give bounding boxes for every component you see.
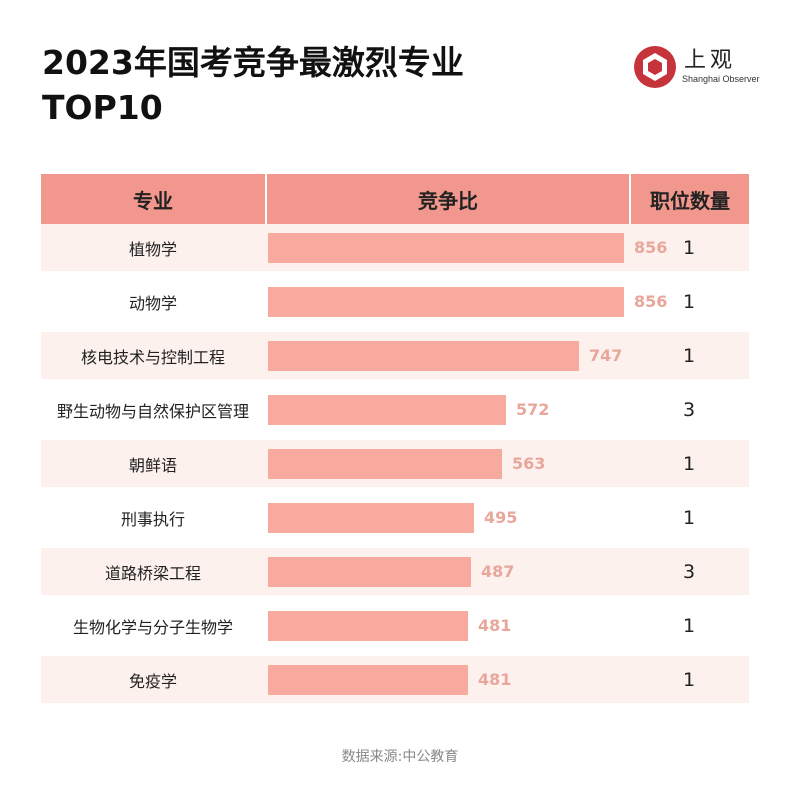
row-position-count: 1 <box>682 668 696 691</box>
table-row: 动物学 856 1 <box>41 278 749 325</box>
table-header: 专业 竞争比 职位数量 <box>41 174 749 224</box>
bar-value-label: 481 <box>478 616 512 635</box>
row-major-label: 植物学 <box>128 239 177 259</box>
bar <box>268 341 579 371</box>
logo-mark-icon <box>634 46 676 88</box>
row-position-count: 1 <box>682 614 696 637</box>
bar <box>268 395 506 425</box>
bar <box>268 557 471 587</box>
row-position-count: 1 <box>682 506 696 529</box>
logo-text-en: Shanghai Observer <box>682 74 760 84</box>
header-position-count: 职位数量 <box>631 174 749 224</box>
ranking-table: 专业 竞争比 职位数量 植物学 856 1 动物学 856 1 核电技术与控制工程 747 1 野… <box>41 174 749 754</box>
title-line-2: TOP10 <box>42 88 163 127</box>
table-row: 生物化学与分子生物学 481 1 <box>41 602 749 649</box>
row-major-label: 核电技术与控制工程 <box>80 347 225 367</box>
title-line-1: 2023年国考竞争最激烈专业 <box>42 43 464 82</box>
table-row: 道路桥梁工程 487 3 <box>41 548 749 595</box>
row-position-count: 3 <box>682 398 696 421</box>
bar <box>268 449 502 479</box>
bar-value-label: 856 <box>634 238 668 257</box>
bar-value-label: 563 <box>512 454 546 473</box>
row-major-label: 免疫学 <box>128 671 177 691</box>
chart-title: 2023年国考竞争最激烈专业 TOP10 <box>42 40 464 130</box>
bar-value-label: 856 <box>634 292 668 311</box>
bar-value-label: 495 <box>484 508 518 527</box>
row-position-count: 1 <box>682 236 696 259</box>
row-major-label: 道路桥梁工程 <box>104 563 201 583</box>
bar <box>268 503 474 533</box>
bar <box>268 233 624 263</box>
bar-value-label: 487 <box>481 562 515 581</box>
row-major-label: 动物学 <box>128 293 177 313</box>
table-body: 植物学 856 1 动物学 856 1 核电技术与控制工程 747 1 野生动物与自然保护区管理 5… <box>41 224 749 754</box>
row-position-count: 3 <box>682 560 696 583</box>
row-position-count: 1 <box>682 344 696 367</box>
row-major-label: 朝鲜语 <box>128 455 177 475</box>
bar-value-label: 481 <box>478 670 512 689</box>
table-row: 植物学 856 1 <box>41 224 749 271</box>
bar-value-label: 747 <box>589 346 623 365</box>
bar <box>268 287 624 317</box>
data-source: 数据来源:中公教育 <box>341 749 459 765</box>
row-major-label: 刑事执行 <box>120 509 185 529</box>
table-row: 野生动物与自然保护区管理 572 3 <box>41 386 749 433</box>
row-major-label: 生物化学与分子生物学 <box>72 617 233 637</box>
row-position-count: 1 <box>682 290 696 313</box>
row-position-count: 1 <box>682 452 696 475</box>
shanghai-observer-logo: 上观 Shanghai Observer <box>632 44 762 90</box>
header-competition-ratio: 竞争比 <box>267 174 631 224</box>
logo-text-cn: 上观 <box>684 48 737 73</box>
header-major: 专业 <box>41 174 267 224</box>
table-row: 朝鲜语 563 1 <box>41 440 749 487</box>
row-major-label: 野生动物与自然保护区管理 <box>56 401 249 421</box>
table-row: 刑事执行 495 1 <box>41 494 749 541</box>
bar-value-label: 572 <box>516 400 550 419</box>
table-row: 核电技术与控制工程 747 1 <box>41 332 749 379</box>
table-row: 免疫学 481 1 <box>41 656 749 703</box>
bar <box>268 665 468 695</box>
bar <box>268 611 468 641</box>
